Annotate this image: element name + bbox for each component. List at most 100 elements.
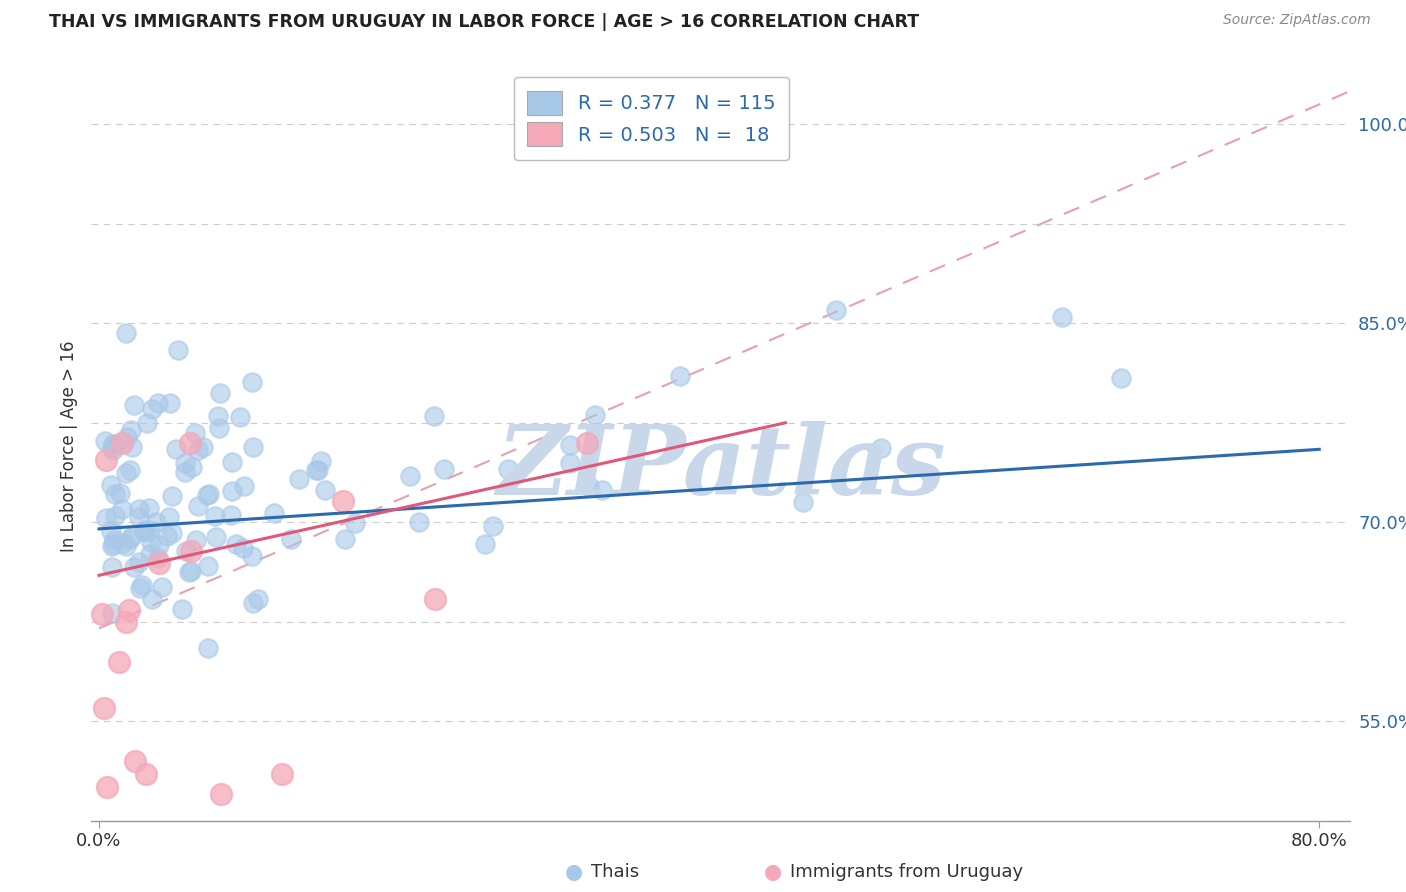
- Point: [159, 396, 181, 410]
- Point: [128, 581, 150, 595]
- Point: [591, 483, 613, 498]
- Point: [335, 533, 357, 547]
- Point: [128, 510, 150, 524]
- Point: [174, 456, 197, 470]
- Point: [423, 592, 446, 607]
- Point: [204, 508, 226, 523]
- Point: [93, 701, 115, 715]
- Point: [165, 442, 187, 456]
- Point: [124, 559, 146, 574]
- Point: [208, 421, 231, 435]
- Text: ●: ●: [765, 863, 782, 882]
- Point: [423, 409, 446, 423]
- Point: [221, 508, 243, 522]
- Point: [115, 466, 138, 480]
- Point: [111, 435, 134, 450]
- Point: [141, 402, 163, 417]
- Point: [134, 524, 156, 539]
- Point: [104, 487, 127, 501]
- Point: [242, 596, 264, 610]
- Point: [221, 484, 243, 499]
- Point: [118, 603, 141, 617]
- Point: [101, 436, 124, 450]
- Point: [247, 592, 270, 607]
- Point: [115, 430, 138, 444]
- Point: [1109, 370, 1132, 384]
- Point: [496, 462, 519, 476]
- Point: [132, 524, 155, 538]
- Point: [100, 478, 122, 492]
- Point: [118, 532, 141, 546]
- Text: ZIPatlas: ZIPatlas: [496, 422, 945, 516]
- Point: [166, 343, 188, 357]
- Point: [96, 780, 118, 795]
- Point: [305, 463, 328, 477]
- Point: [560, 438, 582, 452]
- Point: [204, 530, 226, 544]
- Point: [187, 442, 209, 457]
- Point: [179, 435, 201, 450]
- Text: Immigrants from Uruguay: Immigrants from Uruguay: [790, 863, 1024, 881]
- Point: [191, 440, 214, 454]
- Point: [240, 549, 263, 563]
- Point: [131, 578, 153, 592]
- Point: [108, 655, 131, 669]
- Point: [280, 532, 302, 546]
- Text: THAI VS IMMIGRANTS FROM URUGUAY IN LABOR FORCE | AGE > 16 CORRELATION CHART: THAI VS IMMIGRANTS FROM URUGUAY IN LABOR…: [49, 13, 920, 31]
- Point: [332, 494, 354, 508]
- Point: [118, 463, 141, 477]
- Point: [111, 502, 134, 516]
- Point: [100, 524, 122, 538]
- Point: [233, 479, 256, 493]
- Point: [122, 398, 145, 412]
- Point: [115, 539, 138, 553]
- Point: [120, 423, 142, 437]
- Point: [197, 640, 219, 655]
- Point: [138, 501, 160, 516]
- Point: [121, 529, 143, 543]
- Point: [93, 434, 115, 449]
- Point: [160, 526, 183, 541]
- Point: [232, 541, 254, 556]
- Point: [576, 435, 599, 450]
- Point: [221, 455, 243, 469]
- Point: [344, 516, 367, 531]
- Point: [114, 615, 136, 629]
- Point: [155, 529, 177, 543]
- Point: [578, 479, 600, 493]
- Point: [91, 607, 114, 621]
- Point: [824, 302, 846, 317]
- Point: [121, 441, 143, 455]
- Point: [197, 559, 219, 574]
- Point: [184, 426, 207, 441]
- Y-axis label: In Labor Force | Age > 16: In Labor Force | Age > 16: [59, 340, 77, 552]
- Point: [263, 506, 285, 520]
- Point: [146, 395, 169, 409]
- Point: [103, 536, 125, 550]
- Point: [148, 557, 170, 571]
- Point: [869, 442, 891, 456]
- Point: [307, 462, 329, 476]
- Point: [408, 516, 430, 530]
- Point: [207, 409, 229, 423]
- Point: [170, 602, 193, 616]
- Point: [792, 495, 814, 509]
- Point: [150, 580, 173, 594]
- Point: [180, 544, 202, 558]
- Point: [135, 767, 157, 781]
- Point: [176, 543, 198, 558]
- Text: Thais: Thais: [591, 863, 638, 881]
- Point: [157, 509, 180, 524]
- Point: [138, 523, 160, 537]
- Point: [138, 547, 160, 561]
- Point: [1050, 310, 1073, 325]
- Point: [209, 787, 232, 801]
- Point: [101, 539, 124, 553]
- Legend: R = 0.377   N = 115, R = 0.503   N =  18: R = 0.377 N = 115, R = 0.503 N = 18: [513, 78, 789, 160]
- Point: [583, 409, 606, 423]
- Point: [124, 754, 146, 768]
- Point: [101, 442, 124, 457]
- Point: [184, 533, 207, 547]
- Point: [146, 550, 169, 565]
- Point: [160, 489, 183, 503]
